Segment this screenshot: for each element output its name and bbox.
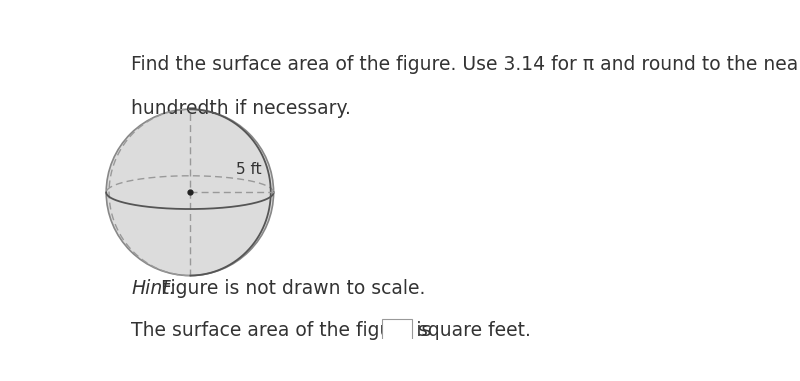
Text: Find the surface area of the figure. Use 3.14 for π and round to the nearest: Find the surface area of the figure. Use… (131, 54, 800, 74)
Text: 5 ft: 5 ft (236, 162, 262, 178)
Text: square feet.: square feet. (418, 322, 531, 341)
Ellipse shape (106, 109, 274, 275)
FancyBboxPatch shape (382, 319, 412, 346)
Text: The surface area of the figure is: The surface area of the figure is (131, 322, 431, 341)
Text: hundredth if necessary.: hundredth if necessary. (131, 99, 351, 117)
Text: Hint:: Hint: (131, 279, 176, 298)
Text: Figure is not drawn to scale.: Figure is not drawn to scale. (154, 279, 425, 298)
